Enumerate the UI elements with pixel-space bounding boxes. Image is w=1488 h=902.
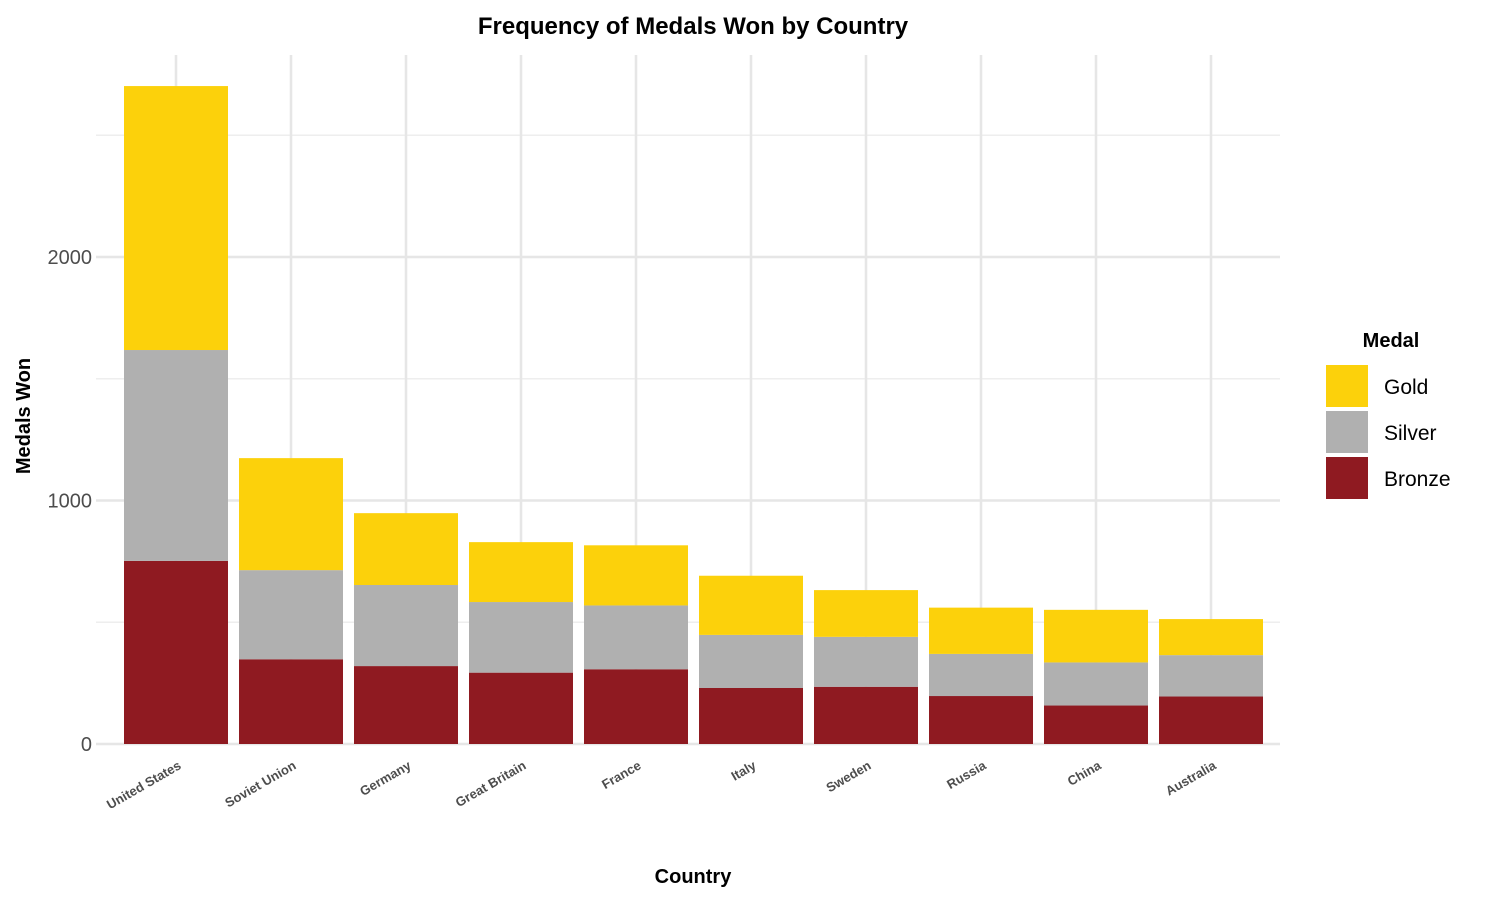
bar-soviet-union-bronze	[239, 659, 343, 744]
bar-great-britain-silver	[469, 602, 573, 673]
legend-label-silver: Silver	[1384, 422, 1437, 445]
bar-australia-bronze	[1159, 696, 1263, 744]
bar-italy-bronze	[699, 687, 803, 744]
y-tick-label: 0	[81, 734, 92, 756]
chart-title: Frequency of Medals Won by Country	[478, 13, 909, 40]
bar-china-bronze	[1044, 705, 1148, 744]
bar-france-silver	[584, 605, 688, 670]
bar-france-gold	[584, 545, 688, 606]
y-tick-label: 2000	[48, 247, 93, 269]
x-tick-label-australia: Australia	[1163, 757, 1219, 798]
bar-united-states-silver	[124, 350, 228, 561]
bar-soviet-union-gold	[239, 458, 343, 571]
bar-russia-bronze	[929, 696, 1033, 744]
bar-sweden-silver	[814, 636, 918, 687]
legend-swatch-gold	[1326, 365, 1368, 407]
y-axis: 0 1000 2000	[48, 247, 93, 756]
y-axis-title: Medals Won	[13, 358, 35, 474]
bar-great-britain-gold	[469, 542, 573, 603]
bar-sweden-bronze	[814, 686, 918, 744]
bar-germany-silver	[354, 584, 458, 667]
legend-swatch-bronze	[1326, 457, 1368, 499]
bar-italy-silver	[699, 634, 803, 688]
legend: Medal Gold Silver Bronze	[1326, 330, 1451, 499]
bar-sweden-gold	[814, 590, 918, 637]
legend-swatch-silver	[1326, 411, 1368, 453]
x-axis: United States Soviet Union Germany Great Br…	[104, 757, 1219, 812]
x-tick-label-france: France	[599, 758, 643, 792]
bars	[124, 86, 1263, 744]
bar-germany-bronze	[354, 666, 458, 744]
bar-france-bronze	[584, 669, 688, 744]
x-tick-label-soviet-union: Soviet Union	[222, 758, 298, 811]
x-tick-label-germany: Germany	[357, 757, 414, 799]
bar-australia-gold	[1159, 619, 1263, 656]
bar-russia-silver	[929, 653, 1033, 697]
legend-label-bronze: Bronze	[1384, 468, 1451, 491]
bar-germany-gold	[354, 513, 458, 585]
x-tick-label-russia: Russia	[944, 757, 989, 792]
bar-russia-gold	[929, 607, 1033, 654]
bar-united-states-bronze	[124, 560, 228, 744]
bar-united-states-gold	[124, 86, 228, 351]
legend-title: Medal	[1363, 330, 1420, 352]
x-tick-label-italy: Italy	[728, 757, 759, 783]
bar-china-silver	[1044, 662, 1148, 706]
y-tick-label: 1000	[48, 491, 93, 513]
legend-label-gold: Gold	[1384, 376, 1428, 399]
bar-great-britain-bronze	[469, 672, 573, 744]
x-tick-label-great-britain: Great Britain	[453, 758, 529, 810]
x-axis-title: Country	[655, 866, 733, 888]
bar-china-gold	[1044, 609, 1148, 663]
x-tick-label-sweden: Sweden	[823, 758, 873, 796]
bar-australia-silver	[1159, 655, 1263, 697]
x-tick-label-china: China	[1065, 757, 1104, 788]
bar-soviet-union-silver	[239, 570, 343, 660]
bar-italy-gold	[699, 575, 803, 635]
x-tick-label-united-states: United States	[104, 758, 183, 813]
